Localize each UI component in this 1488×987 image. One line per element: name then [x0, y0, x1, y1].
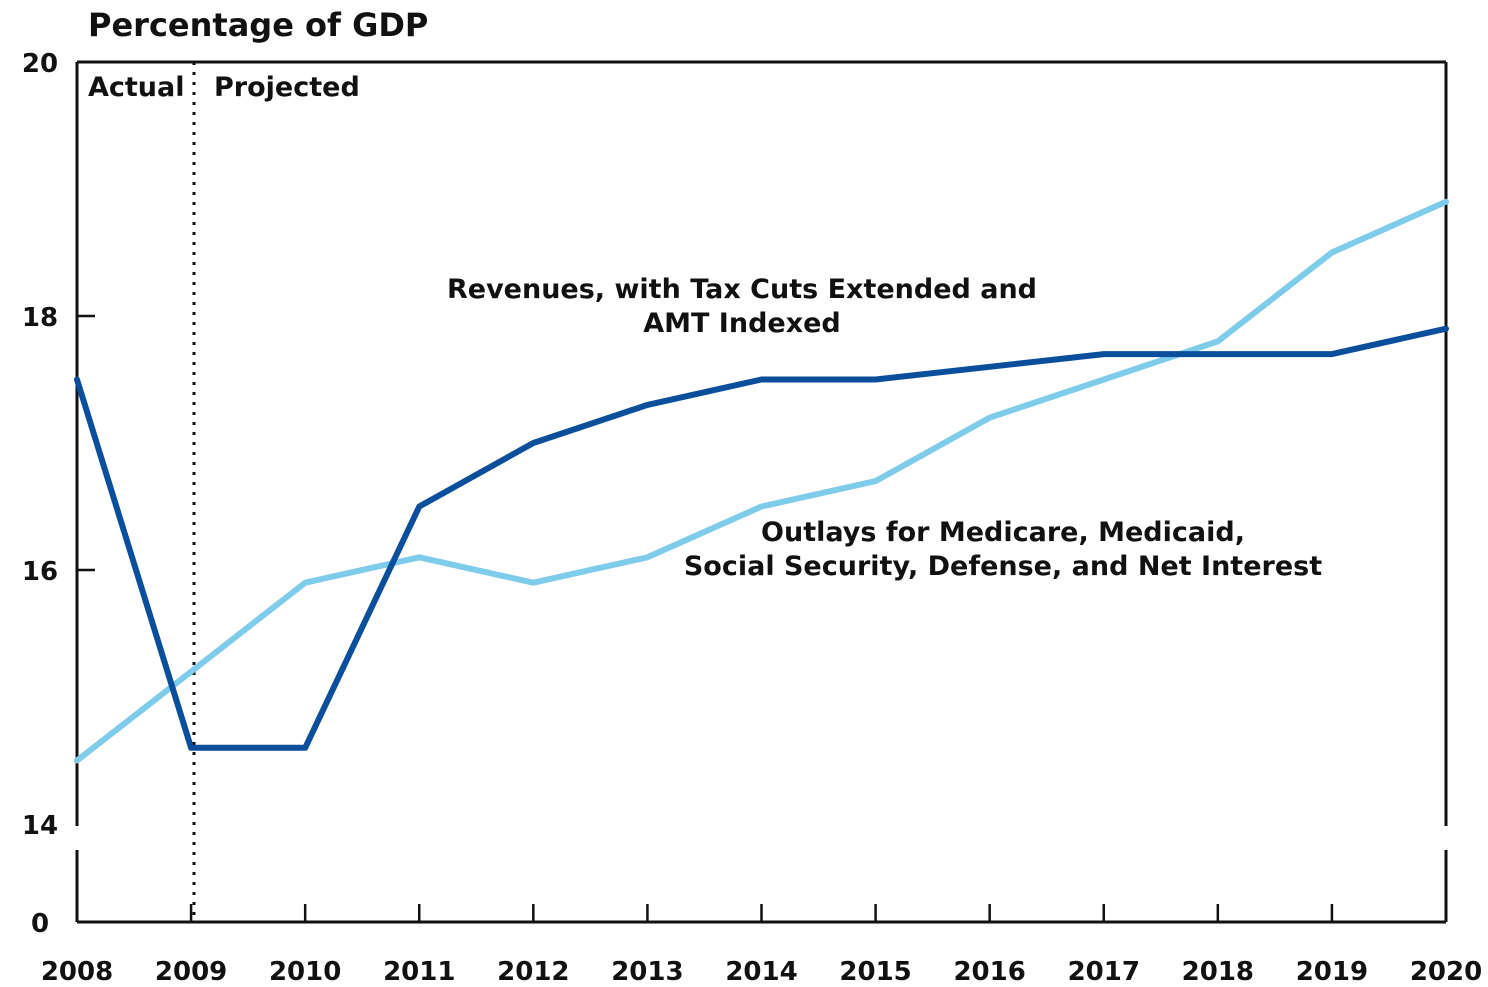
revenues-label-line-2: AMT Indexed — [643, 308, 841, 339]
series-group — [74, 198, 1449, 764]
x-tick-label: 2019 — [1296, 957, 1368, 987]
outlays-label-line-2: Social Security, Defense, and Net Intere… — [684, 551, 1322, 582]
x-tick-label: 2009 — [155, 957, 227, 987]
actual-label: Actual — [88, 72, 185, 103]
x-ticks: 2008 2009 2010 2011 2012 2013 2014 2015 2016 2017… — [41, 904, 1482, 987]
x-tick-label: 2010 — [269, 957, 341, 987]
revenues-label-line-1: Revenues, with Tax Cuts Extended and — [447, 274, 1037, 305]
revenues-line — [74, 325, 1449, 751]
y-tick-marks — [77, 314, 95, 572]
x-tick-label: 2011 — [383, 957, 455, 987]
outlays-label-line-1: Outlays for Medicare, Medicaid, — [761, 517, 1245, 548]
y-tick-label-20: 20 — [22, 49, 58, 79]
outlays-line — [74, 198, 1449, 764]
x-tick-label: 2016 — [953, 957, 1025, 987]
x-tick-label: 2008 — [41, 957, 113, 987]
x-tick-label: 2020 — [1410, 957, 1482, 987]
projected-label: Projected — [214, 72, 360, 103]
x-tick-label: 2018 — [1182, 957, 1254, 987]
y-tick-label-14: 14 — [22, 811, 58, 841]
y-axis-title: Percentage of GDP — [88, 6, 428, 44]
y-tick-label-16: 16 — [22, 557, 58, 587]
x-tick-label: 2013 — [611, 957, 683, 987]
y-tick-label-0: 0 — [31, 909, 49, 939]
x-tick-label: 2014 — [725, 957, 797, 987]
y-tick-label-18: 18 — [22, 303, 58, 333]
x-tick-label: 2015 — [839, 957, 911, 987]
x-tick-label: 2012 — [497, 957, 569, 987]
x-tick-label: 2017 — [1068, 957, 1140, 987]
plot-frame — [75, 60, 1448, 924]
